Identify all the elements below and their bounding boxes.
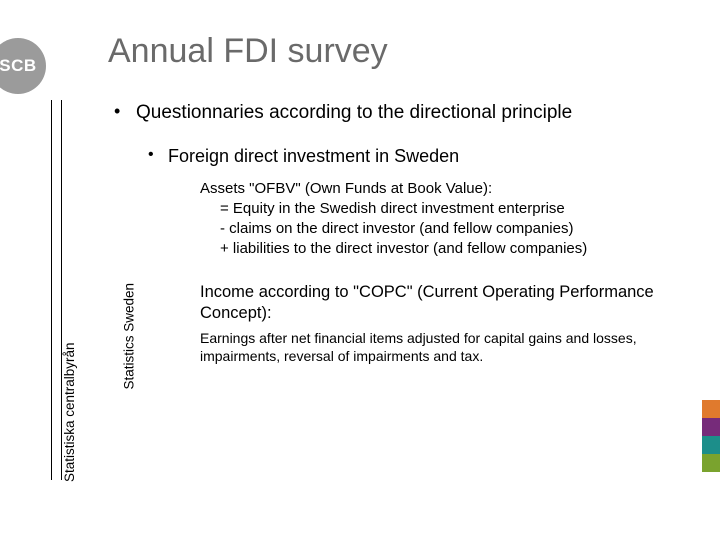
slide-content: Annual FDI survey Questionnaries accordi…	[108, 32, 680, 388]
sub-bullet-list: Foreign direct investment in Sweden Asse…	[136, 146, 680, 367]
sub-bullet-1-text: Foreign direct investment in Sweden	[168, 146, 680, 167]
income-heading: Income according to "COPC" (Current Oper…	[200, 282, 680, 325]
divider-line	[51, 100, 52, 480]
assets-indent: = Equity in the Swedish direct investmen…	[200, 199, 680, 260]
income-body: Earnings after net financial items adjus…	[200, 329, 680, 367]
accent-square-4	[702, 454, 720, 472]
assets-line-2: - claims on the direct investor (and fel…	[220, 219, 680, 239]
assets-line-3: + liabilities to the direct investor (an…	[220, 239, 680, 259]
assets-line-1: = Equity in the Swedish direct investmen…	[220, 199, 680, 219]
bullet-list: Questionnaries according to the directio…	[108, 101, 680, 366]
sub-bullet-1: Foreign direct investment in Sweden Asse…	[136, 146, 680, 367]
accent-square-3	[702, 436, 720, 454]
scb-logo: SCB	[0, 38, 46, 94]
scb-logo-text: SCB	[0, 56, 37, 76]
sidebar-brand-sv: Statistiska centralbyrån	[62, 342, 77, 482]
accent-square-2	[702, 418, 720, 436]
slide-title: Annual FDI survey	[108, 32, 680, 71]
bullet-item-1: Questionnaries according to the directio…	[108, 101, 680, 366]
bullet-1-text: Questionnaries according to the directio…	[136, 101, 680, 126]
accent-square-1	[702, 400, 720, 418]
color-accent-stack	[702, 400, 720, 472]
assets-heading: Assets "OFBV" (Own Funds at Book Value):	[200, 179, 680, 199]
assets-block: Assets "OFBV" (Own Funds at Book Value):…	[200, 179, 680, 260]
